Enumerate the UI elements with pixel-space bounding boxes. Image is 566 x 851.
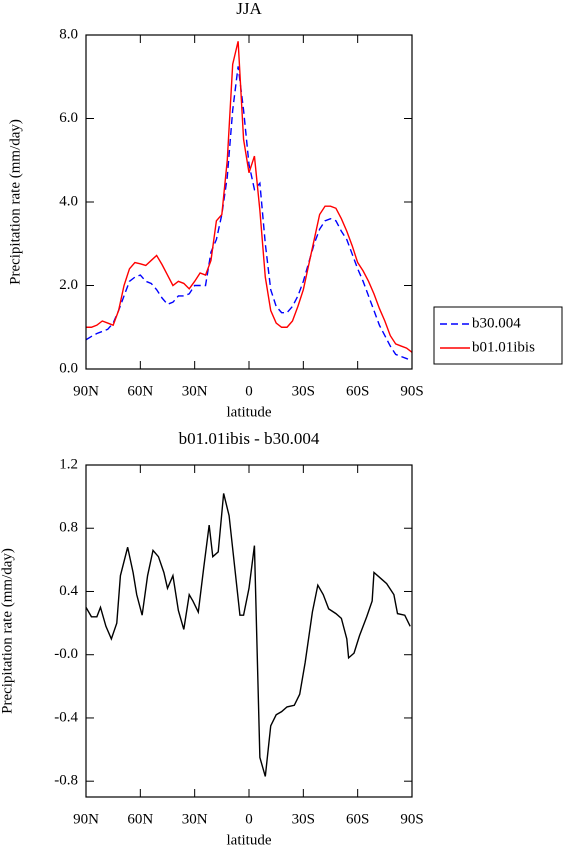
x-tick-label: 0 <box>245 383 253 399</box>
x-tick-label: 30S <box>292 383 315 399</box>
y-tick-label: 8.0 <box>59 26 78 42</box>
x-tick-label: 90S <box>400 383 423 399</box>
x-tick-label: 60S <box>346 383 369 399</box>
x-axis-label: latitude <box>227 404 272 420</box>
x-tick-label: 90S <box>400 811 423 827</box>
chart-title: b01.01ibis - b30.004 <box>179 429 320 448</box>
data-line <box>85 66 413 362</box>
x-tick-label: 60N <box>127 811 153 827</box>
y-tick-label: 6.0 <box>59 110 78 126</box>
data-line <box>86 41 413 353</box>
legend-box <box>433 306 563 365</box>
x-tick-label: 60N <box>127 383 153 399</box>
y-axis-label: Precipitation rate (mm/day) <box>0 548 15 714</box>
x-tick-label: 90N <box>73 811 99 827</box>
legend-label: b01.01ibis <box>472 339 535 355</box>
y-tick-label: -0.4 <box>54 709 78 725</box>
plot-frame <box>85 34 413 370</box>
x-tick-label: 30N <box>182 383 208 399</box>
x-tick-label: 30S <box>292 811 315 827</box>
x-tick-label: 60S <box>346 811 369 827</box>
chart-title: JJA <box>236 0 262 18</box>
x-axis-label: latitude <box>227 832 272 848</box>
y-tick-label: 0.8 <box>59 520 78 536</box>
x-tick-label: 0 <box>245 811 253 827</box>
y-tick-label: 0.0 <box>59 360 78 376</box>
plot-frame <box>85 464 413 798</box>
y-axis-label: Precipitation rate (mm/day) <box>7 119 23 285</box>
y-tick-label: 0.4 <box>59 583 78 599</box>
x-tick-label: 30N <box>182 811 208 827</box>
y-tick-label: 4.0 <box>59 193 78 209</box>
y-tick-label: -0.0 <box>54 646 78 662</box>
x-tick-label: 90N <box>73 383 99 399</box>
y-tick-label: -0.8 <box>54 773 78 789</box>
y-tick-label: 2.0 <box>59 277 78 293</box>
legend-label: b30.004 <box>472 315 521 331</box>
y-tick-label: 1.2 <box>59 456 78 472</box>
data-line <box>85 493 411 777</box>
